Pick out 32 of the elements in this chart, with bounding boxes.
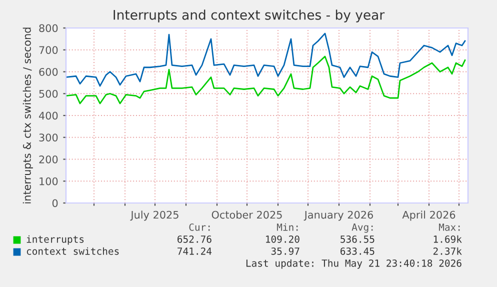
chart-title: Interrupts and context switches - by year [114,10,385,22]
x-tick-label: January 2026 [304,210,373,221]
text: Cur: [189,223,210,231]
legend-label: interrupts [26,235,84,245]
text: 741.24 [178,247,212,255]
y-tick-label: 100 [40,177,58,186]
y-tick-label: 200 [39,155,58,164]
y-tick-label: 0 [52,199,58,208]
text: 109.20 [266,235,300,243]
y-tick-label: 400 [38,112,58,120]
x-tick-label: July 2025 [130,210,178,221]
text: 536.55 [340,235,374,243]
y-tick-label: 700 [39,46,58,54]
y-tick-label: 500 [39,90,58,98]
y-tick-label: 300 [39,134,58,142]
y-tick-label: 800 [39,24,58,32]
text: 2.37k [433,247,462,255]
y-tick-label: 600 [39,68,58,76]
line-series [66,56,466,104]
text: Last update: Thu May 21 23:40:18 2026 [246,259,462,269]
text: 35.97 [271,247,300,255]
legend-label: context switches [26,247,119,255]
text: Max: [438,224,460,231]
text: Avg: [352,224,373,233]
x-tick-label: April 2026 [402,210,456,221]
text: 652.76 [178,235,212,243]
text: 633.45 [340,247,374,255]
text: Min: [276,223,298,231]
x-tick-label: October 2025 [212,210,282,219]
line-series [66,32,466,87]
y-axis-title: interrupts & ctx switches / second [22,28,33,204]
text: 1.69k [434,235,462,243]
